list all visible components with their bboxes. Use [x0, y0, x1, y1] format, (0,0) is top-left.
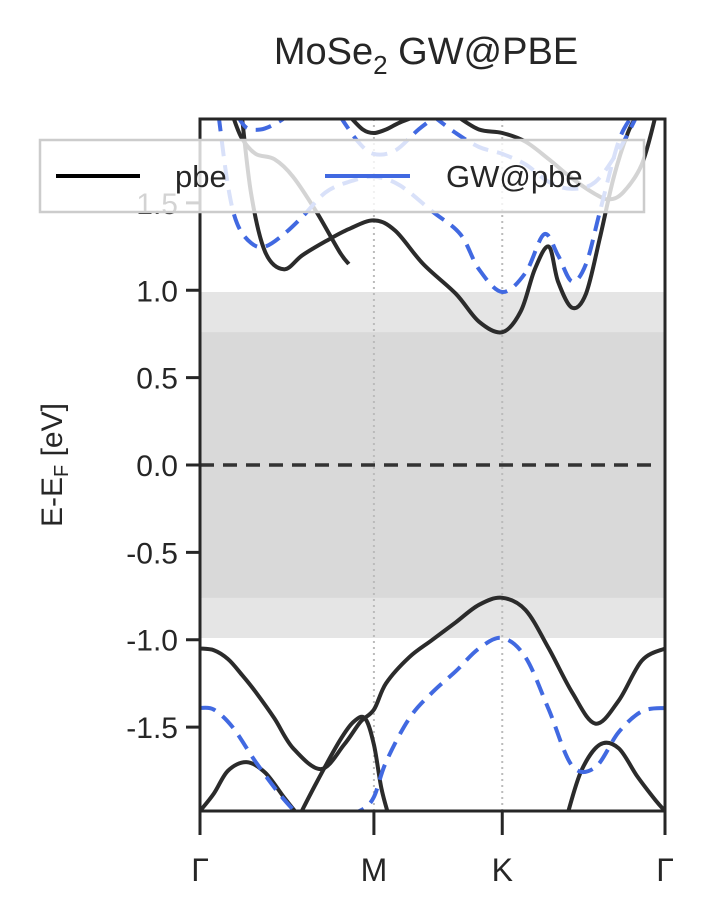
plot-area: [200, 119, 665, 811]
legend-label-gw: GW@pbe: [446, 159, 583, 194]
y-tick-label-2: -0.5: [126, 537, 178, 570]
ylabel-subscript: F: [51, 465, 73, 477]
title-subscript: 2: [373, 50, 387, 80]
band-gw-1: [353, 635, 665, 811]
band-pbe-1: [200, 760, 298, 811]
y-tick-label-5: 1.0: [136, 275, 178, 308]
y-axis-ticks: -1.5-1.0-0.50.00.51.01.5: [126, 188, 200, 745]
legend-label-pbe: pbe: [175, 159, 227, 194]
title-main: MoSe: [274, 31, 373, 73]
x-tick-label-2: K: [492, 852, 513, 888]
y-tick-label-0: -1.5: [126, 712, 178, 745]
band-pbe-2: [299, 714, 390, 811]
title-rest: GW@PBE: [388, 31, 579, 73]
y-tick-label-3: 0.0: [136, 450, 178, 483]
chart-title: MoSe2 GW@PBE: [274, 31, 578, 80]
ylabel-main: E-E: [36, 477, 69, 527]
legend: pbe GW@pbe: [38, 138, 646, 214]
x-tick-label-3: Γ: [656, 852, 674, 888]
band-pbe-4: [240, 119, 638, 335]
band-pbe-0: [200, 595, 665, 772]
k-gridlines: [372, 119, 504, 811]
band-gw-5: [237, 119, 287, 132]
band-pbe-7: [349, 119, 415, 135]
x-tick-label-1: M: [361, 852, 388, 888]
y-tick-label-1: -1.0: [126, 625, 178, 658]
y-tick-label-4: 0.5: [136, 363, 178, 396]
band-gw-0: [200, 705, 298, 811]
x-tick-label-0: Γ: [191, 852, 209, 888]
ylabel-rest: [eV]: [36, 403, 69, 465]
y-axis-label: E-EF [eV]: [36, 403, 73, 527]
band-pbe-3: [566, 740, 665, 811]
